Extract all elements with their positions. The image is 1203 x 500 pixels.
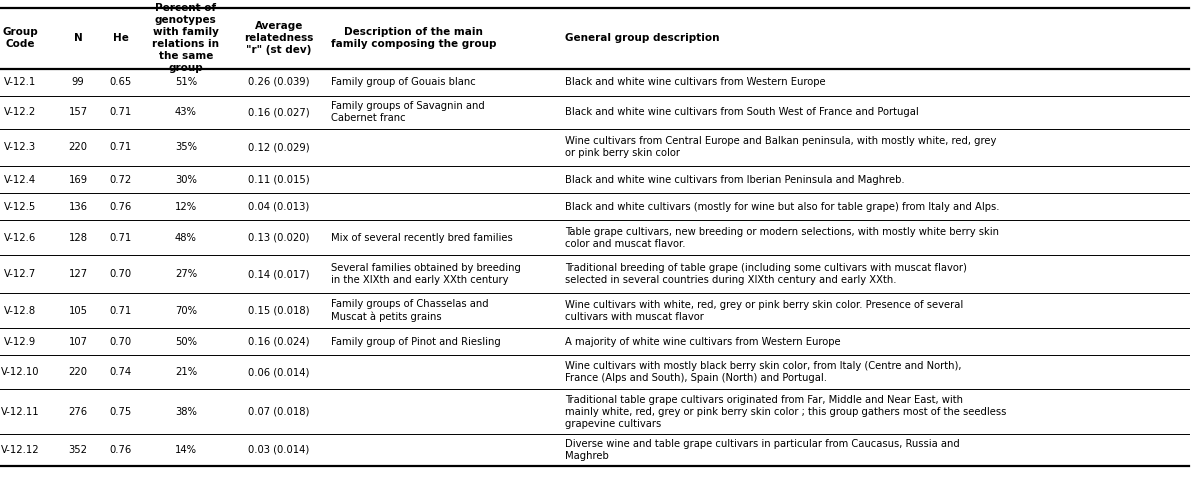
Text: 0.76: 0.76 [109, 445, 132, 455]
Text: N: N [73, 33, 83, 43]
Text: V-12.12: V-12.12 [1, 445, 40, 455]
Text: Family group of Gouais blanc: Family group of Gouais blanc [331, 77, 475, 87]
Text: 99: 99 [72, 77, 84, 87]
Text: 0.71: 0.71 [109, 232, 132, 242]
Text: Black and white wine cultivars from Western Europe: Black and white wine cultivars from West… [565, 77, 826, 87]
Text: Family groups of Chasselas and
Muscat à petits grains: Family groups of Chasselas and Muscat à … [331, 299, 488, 322]
Text: 0.70: 0.70 [109, 269, 132, 279]
Text: Family group of Pinot and Riesling: Family group of Pinot and Riesling [331, 336, 500, 346]
Text: He: He [113, 33, 129, 43]
Text: V-12.3: V-12.3 [5, 142, 36, 152]
Text: Wine cultivars from Central Europe and Balkan peninsula, with mostly white, red,: Wine cultivars from Central Europe and B… [565, 136, 997, 158]
Text: 48%: 48% [174, 232, 197, 242]
Text: Wine cultivars with mostly black berry skin color, from Italy (Centre and North): Wine cultivars with mostly black berry s… [565, 361, 962, 383]
Text: 0.75: 0.75 [109, 406, 132, 416]
Text: V-12.9: V-12.9 [5, 336, 36, 346]
Text: 0.13 (0.020): 0.13 (0.020) [248, 232, 310, 242]
Text: 0.71: 0.71 [109, 142, 132, 152]
Text: Several families obtained by breeding
in the XIXth and early XXth century: Several families obtained by breeding in… [331, 263, 521, 285]
Text: 136: 136 [69, 202, 88, 211]
Text: V-12.7: V-12.7 [5, 269, 36, 279]
Text: V-12.4: V-12.4 [5, 174, 36, 184]
Text: 27%: 27% [174, 269, 197, 279]
Text: V-12.2: V-12.2 [5, 107, 36, 117]
Text: 0.04 (0.013): 0.04 (0.013) [249, 202, 309, 211]
Text: Percent of
genotypes
with family
relations in
the same
group: Percent of genotypes with family relatio… [153, 3, 219, 73]
Text: 0.72: 0.72 [109, 174, 132, 184]
Text: 0.71: 0.71 [109, 107, 132, 117]
Text: Wine cultivars with white, red, grey or pink berry skin color. Presence of sever: Wine cultivars with white, red, grey or … [565, 300, 964, 322]
Text: 0.07 (0.018): 0.07 (0.018) [248, 406, 310, 416]
Text: Black and white cultivars (mostly for wine but also for table grape) from Italy : Black and white cultivars (mostly for wi… [565, 202, 1000, 211]
Text: 12%: 12% [174, 202, 197, 211]
Text: Description of the main
family composing the group: Description of the main family composing… [331, 27, 497, 49]
Text: Diverse wine and table grape cultivars in particular from Caucasus, Russia and
M: Diverse wine and table grape cultivars i… [565, 439, 960, 461]
Text: 0.65: 0.65 [109, 77, 132, 87]
Text: Group
Code: Group Code [2, 27, 38, 49]
Text: 50%: 50% [174, 336, 197, 346]
Text: 51%: 51% [174, 77, 197, 87]
Text: 0.16 (0.027): 0.16 (0.027) [248, 107, 310, 117]
Text: Black and white wine cultivars from South West of France and Portugal: Black and white wine cultivars from Sout… [565, 107, 919, 117]
Text: 276: 276 [69, 406, 88, 416]
Text: V-12.1: V-12.1 [5, 77, 36, 87]
Text: 14%: 14% [174, 445, 197, 455]
Text: 21%: 21% [174, 367, 197, 377]
Text: 352: 352 [69, 445, 88, 455]
Text: V-12.8: V-12.8 [5, 306, 36, 316]
Text: 220: 220 [69, 367, 88, 377]
Text: V-12.6: V-12.6 [5, 232, 36, 242]
Text: 35%: 35% [174, 142, 197, 152]
Text: Black and white wine cultivars from Iberian Peninsula and Maghreb.: Black and white wine cultivars from Iber… [565, 174, 905, 184]
Text: 43%: 43% [174, 107, 197, 117]
Text: 105: 105 [69, 306, 88, 316]
Text: 0.14 (0.017): 0.14 (0.017) [248, 269, 310, 279]
Text: V-12.10: V-12.10 [1, 367, 40, 377]
Text: 0.06 (0.014): 0.06 (0.014) [248, 367, 310, 377]
Text: 38%: 38% [174, 406, 197, 416]
Text: 128: 128 [69, 232, 88, 242]
Text: 0.12 (0.029): 0.12 (0.029) [248, 142, 310, 152]
Text: 0.26 (0.039): 0.26 (0.039) [248, 77, 310, 87]
Text: Family groups of Savagnin and
Cabernet franc: Family groups of Savagnin and Cabernet f… [331, 101, 485, 123]
Text: 0.70: 0.70 [109, 336, 132, 346]
Text: 127: 127 [69, 269, 88, 279]
Text: 30%: 30% [174, 174, 197, 184]
Text: 0.16 (0.024): 0.16 (0.024) [248, 336, 310, 346]
Text: 220: 220 [69, 142, 88, 152]
Text: 107: 107 [69, 336, 88, 346]
Text: Table grape cultivars, new breeding or modern selections, with mostly white berr: Table grape cultivars, new breeding or m… [565, 226, 1000, 248]
Text: 0.11 (0.015): 0.11 (0.015) [248, 174, 310, 184]
Text: 0.76: 0.76 [109, 202, 132, 211]
Text: V-12.11: V-12.11 [1, 406, 40, 416]
Text: 0.74: 0.74 [109, 367, 132, 377]
Text: 0.15 (0.018): 0.15 (0.018) [248, 306, 310, 316]
Text: V-12.5: V-12.5 [5, 202, 36, 211]
Text: 0.03 (0.014): 0.03 (0.014) [249, 445, 309, 455]
Text: Mix of several recently bred families: Mix of several recently bred families [331, 232, 512, 242]
Text: Traditional table grape cultivars originated from Far, Middle and Near East, wit: Traditional table grape cultivars origin… [565, 394, 1007, 428]
Text: Average
relatedness
"r" (st dev): Average relatedness "r" (st dev) [244, 21, 314, 55]
Text: 70%: 70% [174, 306, 197, 316]
Text: 157: 157 [69, 107, 88, 117]
Text: General group description: General group description [565, 33, 719, 43]
Text: 0.71: 0.71 [109, 306, 132, 316]
Text: A majority of white wine cultivars from Western Europe: A majority of white wine cultivars from … [565, 336, 841, 346]
Text: 169: 169 [69, 174, 88, 184]
Text: Traditional breeding of table grape (including some cultivars with muscat flavor: Traditional breeding of table grape (inc… [565, 263, 967, 285]
